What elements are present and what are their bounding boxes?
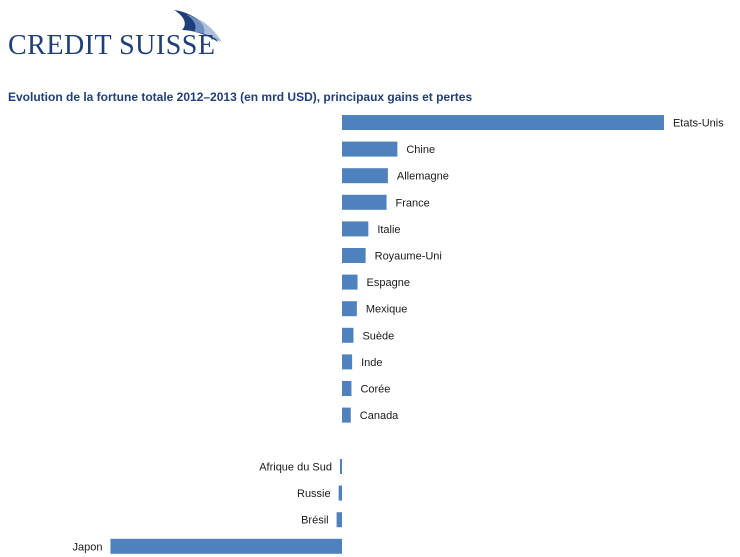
chart-title: Evolution de la fortune totale 2012–2013… (8, 90, 473, 104)
bar-italie (342, 221, 369, 237)
category-label-corée: Corée (360, 384, 390, 396)
bar-afrique-du-sud (339, 459, 342, 474)
bar-allemagne (342, 168, 388, 184)
category-label-chine: Chine (406, 144, 435, 156)
bar-brésil (336, 512, 342, 528)
bar-france (342, 194, 387, 210)
category-label-inde: Inde (361, 357, 382, 369)
category-label-brésil: Brésil (301, 515, 329, 527)
credit-suisse-logo: CREDIT SUISSE (8, 4, 228, 61)
category-label-russie: Russie (297, 488, 331, 500)
category-label-mexique: Mexique (366, 304, 408, 316)
category-label-allemagne: Allemagne (397, 171, 449, 183)
category-label-japon: Japon (72, 541, 102, 553)
category-label-royaume-uni: Royaume-Uni (375, 251, 442, 263)
bar-corée (342, 381, 352, 396)
category-label-canada: Canada (360, 410, 399, 422)
category-label-afrique-du-sud: Afrique du Sud (259, 462, 332, 474)
sails-logo-icon (174, 10, 222, 42)
category-label-espagne: Espagne (367, 277, 410, 289)
bar-inde (342, 354, 353, 370)
category-label-france: France (396, 197, 430, 209)
bar-suède (342, 327, 354, 343)
bar-royaume-uni (342, 248, 366, 263)
category-label-etats-unis: Etats-Unis (673, 118, 724, 130)
bar-canada (342, 407, 351, 423)
bar-russie (338, 485, 342, 501)
bar-mexique (342, 301, 357, 317)
bar-chine (342, 141, 398, 157)
bar-espagne (342, 274, 358, 290)
bar-japon (110, 538, 342, 554)
category-label-italie: Italie (377, 224, 400, 236)
bar-etats-unis (342, 115, 664, 130)
brand-name: CREDIT SUISSE (8, 30, 216, 61)
category-label-suède: Suède (362, 330, 394, 342)
